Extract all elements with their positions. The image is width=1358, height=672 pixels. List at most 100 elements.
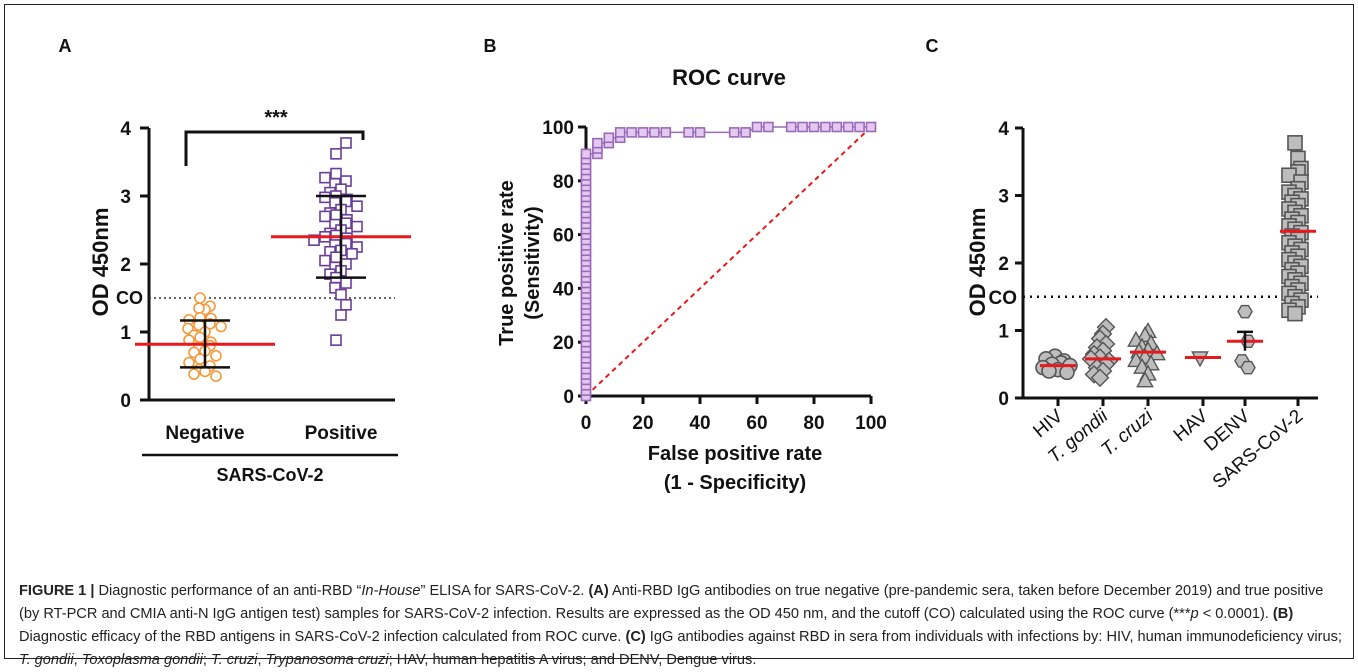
data-point bbox=[351, 200, 363, 212]
chart-title: ROC curve bbox=[672, 65, 786, 90]
roc-point bbox=[740, 127, 751, 138]
data-point bbox=[330, 148, 342, 160]
data-point bbox=[319, 191, 331, 204]
roc-point bbox=[683, 127, 694, 138]
data-point bbox=[193, 302, 205, 315]
data-point bbox=[346, 248, 358, 260]
y-tick-label: 80 bbox=[553, 172, 574, 193]
caption-text: T. cruzi bbox=[211, 652, 258, 668]
data-point bbox=[1136, 326, 1154, 343]
x-tick-label: Negative bbox=[165, 423, 244, 444]
data-point bbox=[340, 137, 352, 149]
y-tick-label: 60 bbox=[553, 226, 574, 247]
roc-point bbox=[626, 127, 637, 138]
caption-text: Diagnostic performance of an anti-RBD “ bbox=[94, 583, 362, 599]
caption-label: FIGURE 1 | bbox=[19, 583, 95, 599]
data-point bbox=[330, 251, 342, 263]
y-tick-label: 40 bbox=[553, 279, 574, 300]
x-tick-label: 20 bbox=[632, 413, 653, 434]
x-axis-title: False positive rate bbox=[648, 443, 823, 465]
caption-text: , bbox=[257, 652, 266, 668]
data-point bbox=[319, 210, 331, 223]
roc-point bbox=[649, 127, 660, 138]
data-point bbox=[1287, 305, 1303, 322]
data-point bbox=[335, 288, 347, 301]
y-axis-title: OD 450nm bbox=[88, 208, 113, 317]
data-point bbox=[1059, 364, 1075, 381]
y-tick-label: 2 bbox=[120, 255, 131, 276]
figure-caption: FIGURE 1 | Diagnostic performance of an … bbox=[19, 580, 1344, 672]
data-point bbox=[329, 281, 341, 294]
data-point bbox=[1136, 371, 1154, 388]
panel-letter: C bbox=[926, 36, 939, 56]
data-point bbox=[319, 171, 331, 184]
roc-point bbox=[842, 121, 854, 133]
group-label: SARS-CoV-2 bbox=[216, 465, 323, 485]
roc-point bbox=[797, 121, 808, 133]
roc-point bbox=[831, 121, 843, 133]
caption-text: Anti-RBD IgG antibodies on true negative… bbox=[19, 583, 1324, 622]
roc-point bbox=[603, 132, 615, 144]
caption-text: ; HAV, human hepatitis A virus; and DENV… bbox=[388, 652, 757, 668]
x-tick-label: 60 bbox=[746, 413, 767, 434]
y-tick-label: 3 bbox=[120, 187, 131, 208]
x-tick-label: Positive bbox=[305, 423, 378, 444]
y-tick-label: 0 bbox=[120, 391, 131, 412]
y-tick-label: 0 bbox=[563, 387, 574, 408]
cutoff-label: CO bbox=[989, 288, 1018, 309]
data-point bbox=[351, 220, 363, 233]
caption-text: Toxoplasma gondii bbox=[81, 652, 203, 668]
data-point bbox=[340, 277, 352, 289]
y-axis-title: True positive rate bbox=[496, 180, 518, 346]
panel-letter: B bbox=[484, 36, 497, 56]
caption-panel-ref: (A) bbox=[588, 583, 609, 599]
data-point bbox=[1041, 363, 1057, 379]
data-point bbox=[330, 209, 342, 221]
caption-text: ; bbox=[202, 652, 212, 668]
y-tick-label: 4 bbox=[120, 119, 131, 140]
roc-point bbox=[694, 127, 706, 138]
y-tick-label: 100 bbox=[542, 118, 574, 139]
data-point bbox=[210, 370, 222, 383]
data-point bbox=[335, 309, 347, 321]
data-point bbox=[210, 349, 222, 362]
data-point bbox=[188, 368, 200, 380]
caption-text: In-House bbox=[361, 583, 421, 599]
x-axis-title: (1 - Specificity) bbox=[664, 472, 806, 494]
roc-point bbox=[614, 127, 626, 138]
caption-panel-ref: (B) bbox=[1272, 606, 1294, 622]
y-tick-label: 20 bbox=[553, 333, 574, 354]
roc-point bbox=[580, 148, 592, 160]
roc-point bbox=[785, 121, 797, 133]
roc-point bbox=[820, 121, 831, 133]
y-axis-title: OD 450nm bbox=[965, 208, 990, 317]
data-point bbox=[1090, 368, 1110, 388]
roc-point bbox=[728, 127, 740, 138]
panel-letter: A bbox=[59, 36, 72, 56]
x-tick-label: 0 bbox=[581, 413, 592, 434]
y-axis-title: (Sensitivity) bbox=[522, 206, 544, 319]
roc-point bbox=[660, 127, 672, 138]
x-tick-label: SARS-CoV-2 bbox=[1209, 406, 1307, 493]
caption-text: Diagnostic efficacy of the RBD antigens … bbox=[19, 629, 626, 645]
significance-bracket bbox=[184, 130, 365, 166]
caption-text: IgG antibodies against RBD in sera from … bbox=[645, 629, 1342, 645]
data-point bbox=[194, 331, 206, 344]
data-point bbox=[330, 167, 342, 180]
data-point bbox=[194, 292, 206, 304]
roc-point bbox=[808, 121, 820, 133]
data-point bbox=[330, 334, 342, 346]
caption-text: p bbox=[1190, 606, 1199, 622]
data-point bbox=[1287, 135, 1303, 151]
caption-text: < 0.0001). bbox=[1198, 606, 1273, 622]
data-point bbox=[308, 234, 320, 246]
x-tick-label: T. cruzi bbox=[1097, 405, 1157, 460]
significance-label: *** bbox=[264, 107, 288, 129]
data-point bbox=[340, 298, 352, 311]
data-point bbox=[194, 353, 206, 366]
cutoff-label: CO bbox=[116, 288, 143, 308]
roc-point bbox=[865, 121, 877, 133]
y-tick-label: 3 bbox=[998, 187, 1009, 208]
